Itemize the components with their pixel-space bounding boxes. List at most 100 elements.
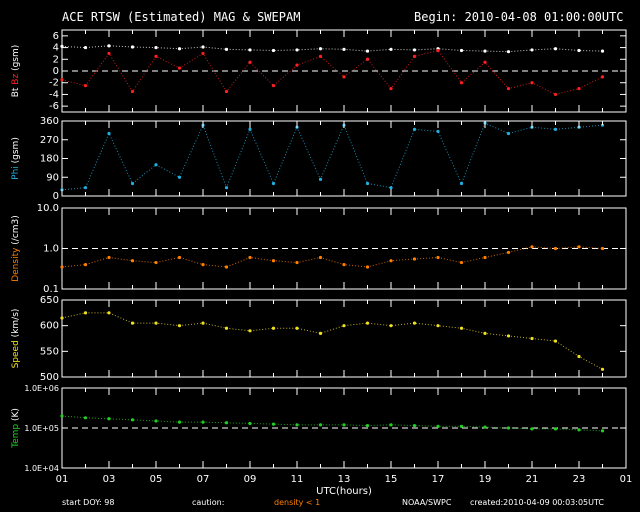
data-point-bz [318, 54, 323, 58]
y-axis-label-part: Temp [11, 424, 21, 449]
data-point-bz [459, 81, 464, 85]
data-point-speed [107, 311, 111, 315]
data-point-density [530, 245, 534, 249]
y-axis-label: Phi (gsm) [11, 137, 21, 180]
y-tick-label: 500 [40, 372, 59, 383]
y-axis-label-part: Phi [11, 166, 21, 180]
data-point-bz [224, 89, 229, 94]
series-line-temp [61, 415, 603, 432]
series-line-bz [61, 49, 603, 95]
data-point-bt [295, 48, 299, 52]
y-axis-label: Temp (K) [11, 408, 21, 449]
data-point-temp [459, 424, 464, 428]
data-point-density [130, 259, 135, 263]
data-point-bz [577, 86, 581, 91]
data-point-phi [318, 177, 323, 181]
data-point-bt [130, 45, 135, 49]
y-tick-label: -4 [49, 89, 59, 100]
data-point-bz [506, 86, 511, 91]
data-point-bz [436, 48, 440, 53]
y-tick-label: 1.0 [43, 244, 59, 255]
data-point-temp [412, 423, 417, 428]
data-point-bt [177, 47, 182, 51]
y-axis-label-part: Bt [11, 87, 21, 97]
data-point-speed [530, 336, 534, 341]
data-point-bz [248, 60, 252, 64]
data-point-phi [248, 127, 252, 131]
panel-frame [61, 120, 627, 197]
y-tick-label: 2 [53, 54, 59, 65]
source-label: NOAA/SWPC [402, 498, 452, 507]
data-point-speed [130, 321, 135, 325]
data-point-phi [600, 123, 605, 127]
data-point-temp [530, 427, 534, 431]
y-tick-label: 270 [40, 135, 59, 146]
data-point-bz [83, 84, 88, 88]
data-point-speed [459, 326, 464, 330]
data-point-density [201, 263, 205, 267]
series-line-phi [61, 122, 603, 191]
data-point-speed [154, 321, 158, 325]
data-point-density [154, 260, 158, 265]
y-tick-label: 0 [53, 66, 59, 77]
data-point-bt [412, 48, 417, 52]
y-tick-label: 6 [53, 31, 59, 42]
data-point-temp [83, 416, 88, 420]
data-point-bt [60, 44, 64, 49]
x-tick-label: 05 [150, 474, 163, 485]
data-point-bz [600, 75, 605, 79]
data-point-speed [295, 326, 299, 330]
y-tick-label: 1.0E+04 [24, 464, 59, 473]
data-point-bt [365, 49, 370, 53]
data-point-speed [436, 324, 440, 328]
data-point-bz [60, 78, 64, 82]
data-point-temp [389, 423, 393, 427]
begin-time: Begin: 2010-04-08 01:00:00UTC [414, 10, 624, 24]
density-caution-note: density < 1 [274, 498, 321, 507]
data-point-bt [506, 50, 511, 54]
data-point-speed [60, 316, 64, 320]
y-tick-label: 0.1 [43, 284, 59, 295]
data-point-speed [83, 311, 88, 315]
data-point-bz [342, 75, 346, 79]
data-point-speed [248, 329, 252, 333]
data-point-temp [224, 421, 229, 425]
data-point-bt [318, 47, 323, 51]
data-point-speed [600, 367, 605, 371]
panel-frame [61, 299, 627, 378]
data-point-speed [177, 324, 182, 328]
data-point-phi [436, 129, 440, 134]
data-point-density [295, 260, 299, 265]
data-point-density [365, 265, 370, 269]
data-point-bt [201, 45, 205, 49]
data-point-speed [318, 331, 323, 335]
data-point-bt [600, 49, 605, 53]
y-axis-label-part: Bz [11, 74, 21, 88]
y-axis-label: Speed (km/s) [11, 309, 21, 369]
data-point-bt [483, 49, 487, 53]
data-point-speed [553, 339, 558, 343]
data-point-bz [483, 60, 487, 64]
created-time: created:2010-04-09 00:03:05UTC [470, 498, 604, 507]
data-point-bt [271, 48, 276, 53]
data-point-speed [201, 321, 205, 325]
y-axis-label-part: Speed [11, 340, 21, 368]
data-point-bt [459, 48, 464, 53]
data-point-temp [271, 422, 276, 426]
chart-title: ACE RTSW (Estimated) MAG & SWEPAM [62, 10, 301, 24]
y-tick-label: 1.0E+06 [24, 384, 59, 393]
data-point-density [342, 263, 346, 267]
data-point-density [483, 255, 487, 260]
data-point-phi [83, 186, 88, 190]
data-point-bz [553, 92, 558, 97]
y-tick-label: -2 [49, 78, 59, 89]
data-point-speed [506, 334, 511, 338]
data-point-temp [577, 428, 581, 432]
data-point-bt [553, 47, 558, 51]
data-point-speed [224, 326, 229, 330]
data-point-density [248, 255, 252, 260]
data-point-bz [201, 51, 205, 56]
y-axis-label-part: (/cm3) [11, 215, 21, 247]
data-point-bz [107, 51, 111, 56]
